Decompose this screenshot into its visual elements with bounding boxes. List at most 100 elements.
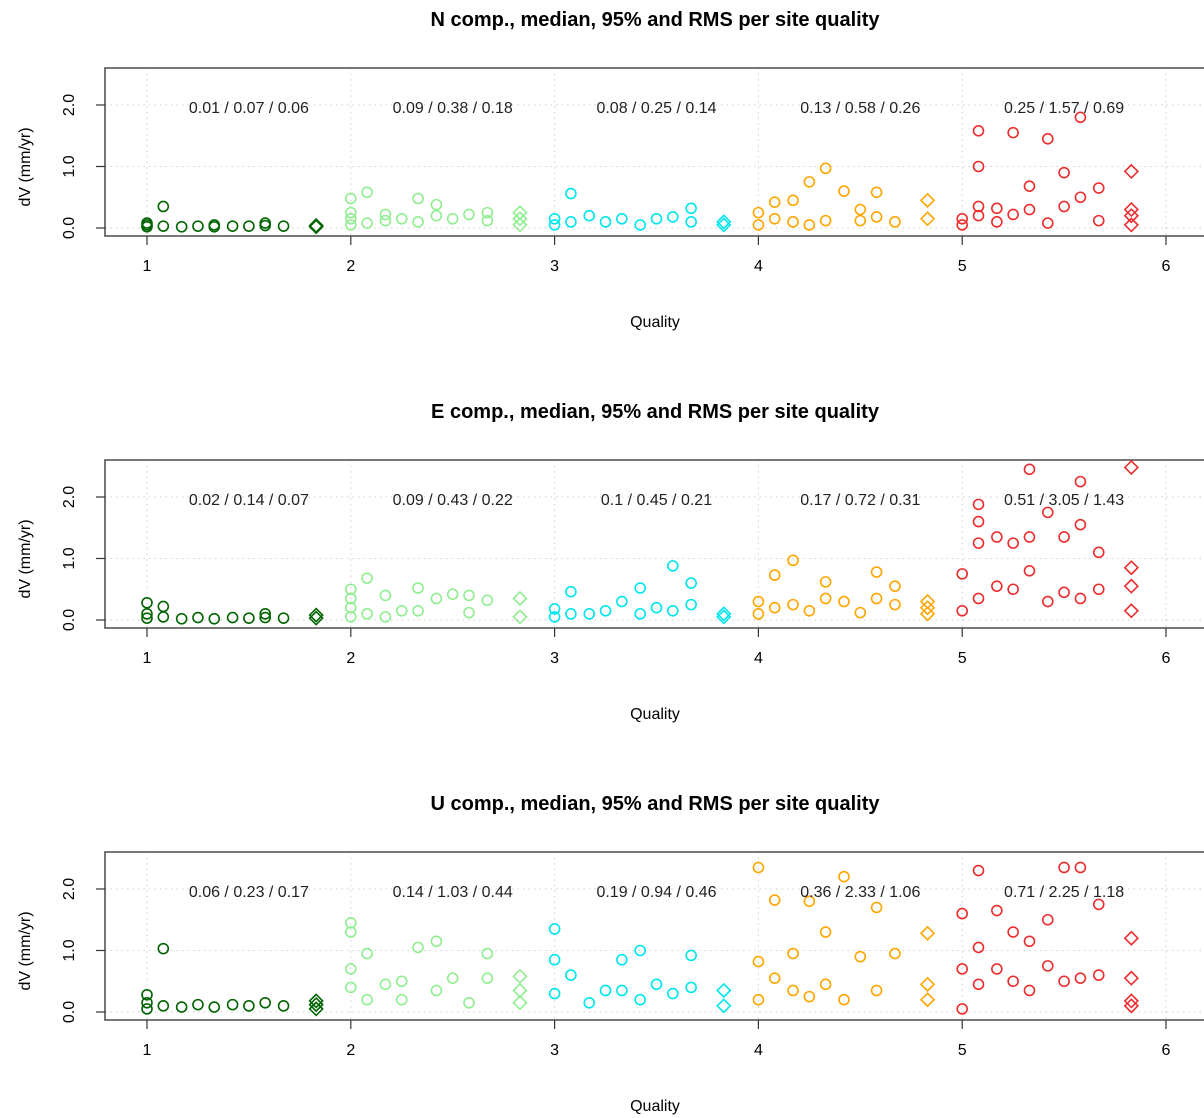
x-tick-label: 5 bbox=[958, 650, 967, 667]
x-axis-label: Quality bbox=[630, 314, 680, 331]
data-point-circle bbox=[599, 984, 612, 997]
data-point-diamond bbox=[512, 982, 528, 999]
y-tick-label: 2.0 bbox=[61, 878, 78, 900]
x-tick-label: 4 bbox=[754, 650, 763, 667]
data-point-diamond bbox=[716, 982, 732, 999]
stat-label: 0.09 / 0.38 / 0.18 bbox=[393, 100, 513, 117]
data-point-circle bbox=[972, 515, 985, 528]
data-point-circle bbox=[344, 583, 357, 596]
data-point-diamond bbox=[1123, 208, 1139, 224]
data-point-diamond bbox=[919, 192, 936, 208]
data-point-circle bbox=[344, 219, 357, 231]
data-point-circle bbox=[1041, 217, 1054, 229]
data-point-circle bbox=[819, 978, 832, 991]
data-point-circle bbox=[838, 993, 850, 1006]
data-point-circle bbox=[752, 993, 765, 1006]
stat-label: 0.71 / 2.25 / 1.18 bbox=[1004, 884, 1124, 901]
data-point-diamond bbox=[1123, 201, 1139, 218]
data-point-circle bbox=[634, 219, 646, 231]
x-tick-label: 5 bbox=[958, 258, 967, 275]
x-tick-label: 1 bbox=[143, 258, 152, 275]
stat-label: 0.09 / 0.43 / 0.22 bbox=[393, 492, 513, 509]
data-point-circle bbox=[667, 211, 679, 223]
data-point-circle bbox=[379, 208, 392, 221]
data-point-circle bbox=[1074, 592, 1087, 605]
data-point-circle bbox=[583, 608, 596, 620]
data-point-circle bbox=[1058, 861, 1070, 874]
data-point-circle bbox=[685, 949, 697, 962]
data-point-circle bbox=[395, 975, 408, 988]
stat-label: 0.01 / 0.07 / 0.06 bbox=[189, 100, 309, 117]
data-point-circle bbox=[991, 580, 1003, 592]
data-point-circle bbox=[548, 611, 561, 623]
panel-title: U comp., median, 95% and RMS per site qu… bbox=[431, 793, 881, 815]
data-point-diamond bbox=[308, 607, 324, 623]
plot-frame bbox=[104, 851, 1204, 1021]
data-point-circle bbox=[803, 604, 816, 617]
data-point-diamond bbox=[919, 925, 936, 941]
data-point-circle bbox=[141, 217, 153, 229]
data-point-circle bbox=[1092, 214, 1105, 227]
data-point-diamond bbox=[512, 204, 528, 221]
data-point-circle bbox=[243, 612, 255, 624]
data-point-circle bbox=[956, 907, 969, 920]
data-point-circle bbox=[819, 926, 832, 938]
panel-title: E comp., median, 95% and RMS per site qu… bbox=[431, 401, 880, 423]
data-point-circle bbox=[685, 577, 697, 589]
data-point-circle bbox=[991, 202, 1003, 215]
data-point-circle bbox=[175, 612, 188, 625]
data-point-circle bbox=[972, 200, 985, 213]
data-point-circle bbox=[481, 206, 494, 219]
data-point-circle bbox=[157, 1000, 170, 1012]
panel-title: N comp., median, 95% and RMS per site qu… bbox=[431, 9, 881, 31]
data-point-circle bbox=[787, 194, 799, 207]
data-point-circle bbox=[854, 214, 867, 227]
data-point-circle bbox=[1092, 546, 1105, 559]
data-point-diamond bbox=[308, 993, 324, 1009]
x-tick-label: 5 bbox=[958, 1042, 967, 1059]
data-point-circle bbox=[1041, 960, 1054, 972]
data-point-circle bbox=[1074, 518, 1087, 531]
data-point-circle bbox=[768, 212, 781, 225]
data-point-circle bbox=[1023, 203, 1036, 216]
data-point-circle bbox=[277, 612, 290, 624]
data-point-circle bbox=[1023, 984, 1036, 997]
data-point-circle bbox=[956, 212, 969, 225]
data-point-circle bbox=[752, 206, 765, 219]
data-point-circle bbox=[192, 220, 204, 232]
data-point-circle bbox=[803, 895, 816, 908]
data-point-circle bbox=[565, 608, 577, 620]
data-point-circle bbox=[870, 592, 883, 605]
data-point-circle bbox=[854, 950, 867, 963]
data-point-circle bbox=[157, 200, 170, 213]
data-point-circle bbox=[395, 993, 408, 1006]
data-point-circle bbox=[481, 214, 494, 227]
x-axis: 1 2 3 4 5 6 Quality bbox=[143, 1020, 1171, 1115]
data-point-circle bbox=[819, 214, 832, 227]
data-point-circle bbox=[157, 611, 170, 623]
y-tick-label: 2.0 bbox=[61, 94, 78, 116]
data-point-circle bbox=[972, 160, 985, 173]
data-point-circle bbox=[819, 592, 832, 605]
data-point-circle bbox=[379, 214, 392, 227]
data-point-diamond bbox=[1123, 560, 1139, 576]
data-point-circle bbox=[752, 219, 765, 231]
stat-annotations: 0.02 / 0.14 / 0.07 0.09 / 0.43 / 0.22 0.1 … bbox=[189, 492, 1124, 509]
data-point-circle bbox=[634, 993, 646, 1006]
data-point-circle bbox=[870, 566, 883, 578]
stat-label: 0.08 / 0.25 / 0.14 bbox=[596, 100, 716, 117]
data-point-circle bbox=[344, 212, 357, 225]
data-point-circle bbox=[803, 990, 816, 1003]
data-point-circle bbox=[752, 955, 765, 968]
data-point-circle bbox=[481, 972, 494, 984]
data-point-circle bbox=[548, 212, 561, 225]
panel-3: U comp., median, 95% and RMS per site qu… bbox=[17, 793, 1204, 1115]
data-point-circle bbox=[972, 592, 985, 605]
data-point-circle bbox=[752, 861, 765, 874]
data-point-circle bbox=[226, 220, 239, 232]
data-points bbox=[141, 861, 1139, 1017]
x-axis-label: Quality bbox=[630, 706, 680, 723]
data-point-circle bbox=[1058, 166, 1070, 179]
data-point-circle bbox=[565, 216, 577, 228]
stat-annotations: 0.06 / 0.23 / 0.17 0.14 / 1.03 / 0.44 0.19… bbox=[189, 884, 1124, 901]
